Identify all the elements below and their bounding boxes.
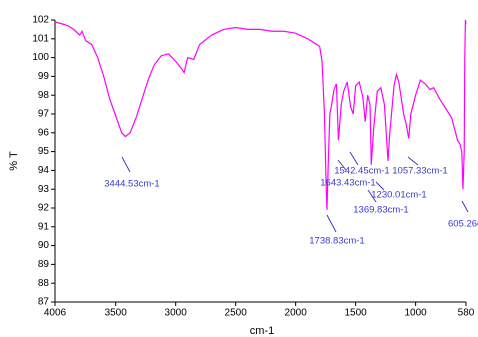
y-axis-label: % T [8,151,20,171]
x-tick-label: 3000 [165,308,188,319]
annotation: 1643.43cm-1 [320,178,375,189]
x-tick-label: 3500 [105,308,128,319]
y-tick-label: 91 [38,221,50,232]
y-tick-label: 89 [38,259,50,270]
annotation: 605.26cm-1 [448,219,478,230]
y-tick-label: 102 [32,15,49,26]
annotation-leader [337,159,347,171]
annotation-leader [407,156,419,166]
x-tick-label: 4006 [44,308,67,319]
annotation-leader [367,189,377,203]
y-tick-label: 87 [38,297,50,308]
y-tick-label: 95 [38,146,50,157]
y-tick-label: 99 [38,71,50,82]
y-tick-label: 94 [38,165,50,176]
annotation-leader [375,181,385,191]
annotation: 1230.01cm-1 [371,190,426,201]
spectrum-line [54,19,467,210]
x-axis-label: cm-1 [250,325,274,337]
annotation: 3444.53cm-1 [104,179,159,190]
y-tick-label: 92 [38,203,50,214]
x-tick-label: 580 [458,308,475,319]
annotation-leader [121,156,131,173]
y-tick-label: 96 [38,127,50,138]
annotation-leader [461,200,469,213]
x-tick-label: 1500 [345,308,368,319]
annotation: 1542.45cm-1 [334,166,389,177]
annotation-leader [349,151,359,166]
y-tick-label: 98 [38,90,50,101]
y-tick-label: 90 [38,240,50,251]
annotation-leader [326,214,337,233]
y-tick-label: 101 [32,33,49,44]
annotation: 1057.33cm-1 [392,166,447,177]
y-tick-label: 93 [38,184,50,195]
annotation: 1369.83cm-1 [353,205,408,216]
x-tick-label: 2500 [225,308,248,319]
x-tick-label: 1000 [404,308,427,319]
y-tick-label: 100 [32,52,49,63]
annotation: 1738.83cm-1 [309,236,364,247]
x-tick-label: 2000 [285,308,308,319]
y-tick-label: 97 [38,109,50,120]
y-tick-label: 88 [38,278,50,289]
